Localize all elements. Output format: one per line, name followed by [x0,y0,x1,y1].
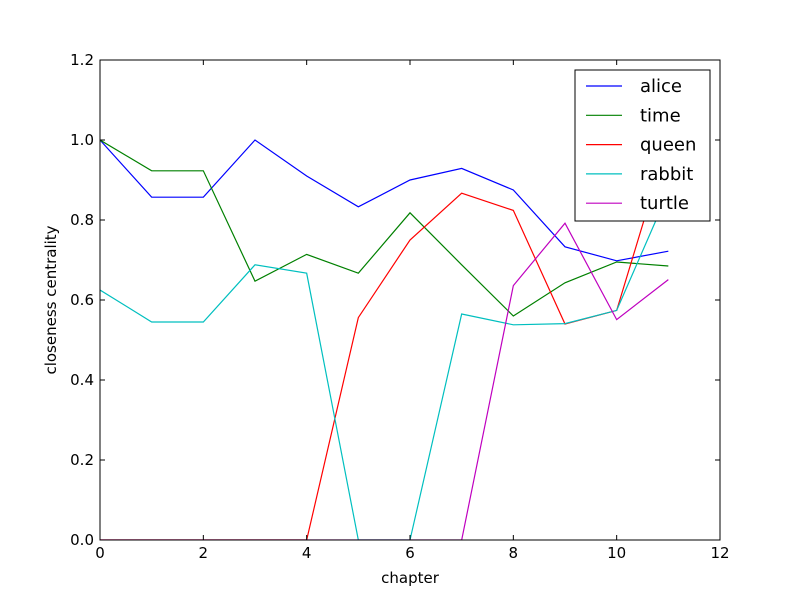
legend-label-queen: queen [640,135,696,156]
series-line-turtle [100,222,669,540]
series-lines [100,139,669,540]
x-tick-label: 12 [710,544,729,562]
series-line-alice [100,139,669,262]
y-axis-label: closeness centrality [42,225,60,374]
x-tick-label: 8 [509,544,519,562]
legend-frame [574,69,711,222]
legend-label-alice: alice [640,76,682,97]
x-tick-label: 4 [302,544,312,562]
x-tick-label: 6 [405,544,415,562]
y-tick-label: 1.0 [70,131,94,149]
y-tick-label: 0.0 [70,531,94,549]
y-tick-label: 0.2 [70,451,94,469]
legend-label-rabbit: rabbit [640,164,693,185]
series-line-rabbit [100,191,669,540]
legend-label-time: time [640,105,681,126]
x-tick-labels: 0 2 4 6 8 10 12 [95,544,729,562]
y-tick-label: 0.6 [70,291,94,309]
y-tick-label: 1.2 [70,51,94,69]
x-tick-label: 10 [607,544,626,562]
y-tick-labels: 0.0 0.2 0.4 0.6 0.8 1.0 1.2 [70,51,94,549]
plot-frame [99,59,721,541]
x-tick-label: 2 [199,544,209,562]
legend: alice time queen rabbit turtle [574,69,711,222]
y-tick-label: 0.4 [70,371,94,389]
x-tick-label: 0 [95,544,105,562]
x-axis-label: chapter [381,569,440,587]
series-line-time [100,139,669,317]
legend-label-turtle: turtle [640,193,689,214]
y-tick-label: 0.8 [70,211,94,229]
